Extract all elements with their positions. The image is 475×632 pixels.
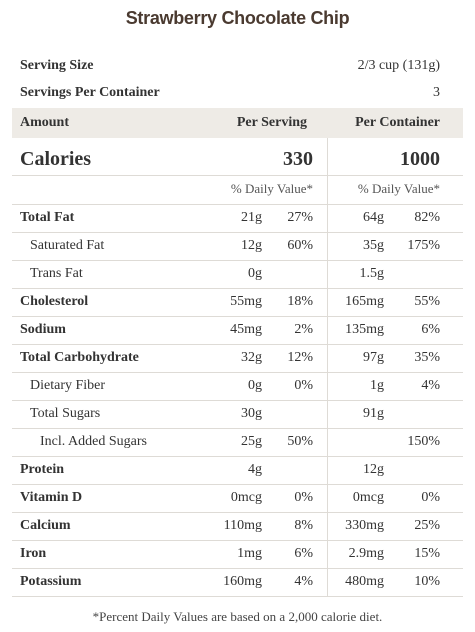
container-amount: 97g: [363, 350, 384, 365]
serving-amount: 0g: [248, 378, 262, 393]
container-amount: 12g: [363, 462, 384, 477]
divider: [12, 316, 463, 317]
nutrient-name: Potassium: [20, 574, 82, 589]
serving-amount: 32g: [241, 350, 262, 365]
serving-size-value: 2/3 cup (131g): [357, 58, 440, 73]
container-dv: 15%: [414, 546, 440, 561]
divider: [12, 175, 463, 176]
serving-amount: 45mg: [230, 322, 262, 337]
serving-dv: 6%: [294, 546, 313, 561]
divider: [12, 288, 463, 289]
container-amount: 165mg: [345, 294, 384, 309]
container-dv: 0%: [421, 490, 440, 505]
serving-amount: 160mg: [223, 574, 262, 589]
column-divider: [327, 138, 328, 596]
divider: [12, 372, 463, 373]
column-header: Amount: [20, 115, 70, 130]
container-dv: 4%: [421, 378, 440, 393]
divider: [12, 540, 463, 541]
nutrient-name: Incl. Added Sugars: [40, 434, 147, 449]
calories-value: 330: [283, 148, 313, 170]
divider: [12, 596, 463, 597]
column-header: Per Container: [355, 115, 440, 130]
footnote: *Percent Daily Values are based on a 2,0…: [92, 609, 383, 624]
nutrient-name: Protein: [20, 462, 65, 477]
divider: [12, 428, 463, 429]
container-dv: 82%: [414, 210, 440, 225]
header-band: [12, 108, 463, 138]
calories-value: 1000: [400, 148, 440, 170]
container-dv: 150%: [407, 434, 440, 449]
container-dv: 175%: [407, 238, 440, 253]
nutrient-name: Saturated Fat: [30, 238, 105, 253]
serving-amount: 30g: [241, 406, 262, 421]
column-header: Per Serving: [236, 115, 307, 130]
nutrient-name: Calcium: [20, 518, 71, 533]
divider: [12, 232, 463, 233]
serving-dv: 50%: [287, 434, 313, 449]
nutrient-name: Trans Fat: [30, 266, 83, 281]
serving-amount: 55mg: [230, 294, 262, 309]
container-amount: 91g: [363, 406, 384, 421]
container-amount: 35g: [363, 238, 384, 253]
divider: [12, 260, 463, 261]
container-dv: 25%: [414, 518, 440, 533]
container-amount: 64g: [363, 210, 384, 225]
container-amount: 330mg: [345, 518, 384, 533]
divider: [12, 568, 463, 569]
serving-dv: 0%: [294, 378, 313, 393]
container-dv: 6%: [421, 322, 440, 337]
divider: [12, 484, 463, 485]
divider: [12, 204, 463, 205]
serving-dv: 8%: [294, 518, 313, 533]
serving-dv: 0%: [294, 490, 313, 505]
container-dv: 55%: [414, 294, 440, 309]
container-dv: 35%: [414, 350, 440, 365]
dv-label: % Daily Value*: [230, 181, 313, 196]
dv-label: % Daily Value*: [357, 181, 440, 196]
divider: [12, 344, 463, 345]
container-amount: 480mg: [345, 574, 384, 589]
container-amount: 2.9mg: [348, 546, 384, 561]
serving-dv: 4%: [294, 574, 313, 589]
container-amount: 1.5g: [359, 266, 385, 281]
serving-amount: 4g: [248, 462, 262, 477]
serving-dv: 2%: [294, 322, 313, 337]
nutrient-name: Total Sugars: [30, 406, 101, 421]
serving-amount: 1mg: [237, 546, 262, 561]
servings-value: 3: [433, 85, 440, 100]
serving-dv: 18%: [287, 294, 313, 309]
nutrient-name: Cholesterol: [20, 294, 89, 309]
serving-amount: 25g: [241, 434, 262, 449]
calories-label: Calories: [20, 148, 92, 170]
serving-amount: 0g: [248, 266, 262, 281]
nutrient-name: Vitamin D: [20, 490, 83, 505]
servings-label: Servings Per Container: [20, 85, 160, 100]
serving-size-label: Serving Size: [20, 58, 94, 73]
serving-dv: 60%: [287, 238, 313, 253]
nutrient-name: Sodium: [20, 322, 66, 337]
container-amount: 135mg: [345, 322, 384, 337]
container-amount: 0mcg: [352, 490, 384, 505]
nutrient-name: Iron: [20, 546, 47, 561]
container-amount: 1g: [370, 378, 384, 393]
divider: [12, 400, 463, 401]
serving-dv: 27%: [287, 210, 313, 225]
serving-amount: 110mg: [223, 518, 262, 533]
serving-dv: 12%: [287, 350, 313, 365]
divider: [12, 512, 463, 513]
serving-amount: 12g: [241, 238, 262, 253]
serving-amount: 0mcg: [230, 490, 262, 505]
nutrient-name: Total Fat: [20, 210, 75, 225]
divider: [12, 456, 463, 457]
nutrient-name: Total Carbohydrate: [20, 350, 139, 365]
nutrient-name: Dietary Fiber: [30, 378, 106, 393]
container-dv: 10%: [414, 574, 440, 589]
title: Strawberry Chocolate Chip: [125, 8, 350, 28]
serving-amount: 21g: [241, 210, 262, 225]
